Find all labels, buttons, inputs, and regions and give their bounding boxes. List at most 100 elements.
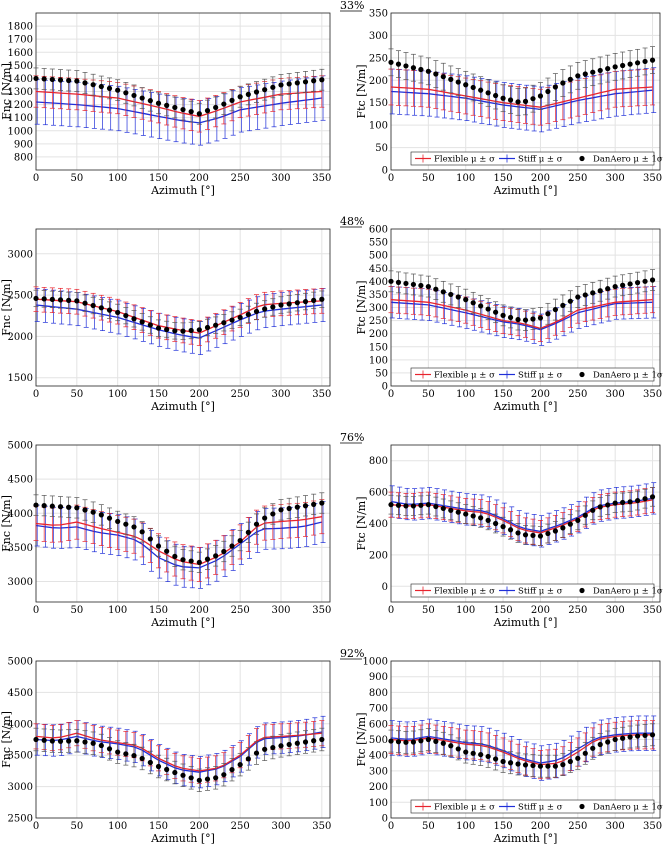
x-tick-label: 50: [422, 389, 435, 400]
legend: Flexible μ ± σ Stiff μ ± σ DanAero μ ± 1σ: [410, 367, 663, 382]
y-tick-label: 150: [369, 98, 388, 109]
data-point: [41, 503, 47, 509]
x-tick-label: 0: [33, 173, 39, 184]
y-tick-label: 2500: [8, 814, 33, 825]
data-point: [123, 312, 129, 319]
x-axis-label: Azimuth [°]: [493, 832, 558, 845]
legend-box: [410, 583, 655, 598]
subplot-4: 0 50 100 150 200 250 300 3500501001502002503003…: [355, 225, 663, 414]
data-point: [395, 279, 402, 285]
subplots: 0 50 100 150 200 250 300 3508009001000110012001…: [0, 9, 663, 846]
data-point: [605, 739, 611, 745]
data-point: [620, 499, 626, 506]
x-tick-label: 250: [231, 389, 250, 400]
data-point: [270, 744, 276, 751]
y-axis-label: Ftc [N/m]: [355, 712, 368, 766]
y-tick-label: 1800: [8, 22, 33, 33]
y-tick-label: 4500: [8, 688, 33, 699]
data-point: [425, 736, 431, 743]
data-point: [388, 502, 394, 508]
mean-line: [35, 516, 322, 566]
y-tick-label: 250: [369, 316, 388, 327]
legend-box: [410, 367, 655, 382]
x-axis-label: Azimuth [°]: [493, 400, 558, 413]
data-point: [229, 97, 235, 103]
data-point: [278, 302, 284, 308]
data-point: [172, 104, 178, 111]
data-point: [478, 515, 484, 521]
data-point: [123, 90, 129, 96]
data-point: [575, 294, 581, 300]
legend-label-danaero: DanAero μ ± 1σ: [593, 803, 663, 813]
y-tick-label: 550: [369, 238, 388, 249]
data-point: [620, 735, 626, 741]
x-tick-label: 0: [388, 821, 394, 832]
data-point: [597, 504, 603, 510]
data-point: [180, 772, 186, 778]
data-point: [82, 739, 88, 745]
data-point: [455, 294, 461, 300]
data-point: [470, 513, 476, 519]
axes-frame: [35, 228, 331, 387]
y-tick-label: 600: [369, 488, 388, 499]
data-point: [286, 505, 292, 512]
y-tick-label: 0: [382, 166, 388, 177]
y-tick-label: 200: [369, 550, 388, 561]
data-point: [582, 750, 588, 756]
data-point: [530, 96, 536, 102]
mean-line: [390, 734, 653, 766]
data-point: [620, 282, 626, 288]
data-point: [155, 763, 162, 770]
data-point: [204, 324, 211, 331]
y-tick-label: 4000: [8, 509, 33, 520]
data-point: [49, 738, 55, 744]
series-stiff: [34, 715, 326, 789]
data-point: [590, 69, 596, 75]
data-point: [57, 297, 64, 303]
data-point: [605, 502, 611, 508]
data-point: [253, 89, 260, 95]
data-point: [612, 736, 618, 743]
data-point: [418, 282, 424, 289]
y-tick-label: 400: [369, 277, 388, 288]
x-tick-label: 100: [108, 605, 127, 616]
x-axis-label: Azimuth [°]: [150, 400, 215, 413]
data-point: [567, 758, 573, 765]
data-point: [530, 532, 536, 539]
data-point: [493, 520, 499, 527]
x-tick-label: 250: [568, 173, 587, 184]
data-point: [98, 512, 104, 518]
data-point: [294, 504, 300, 510]
subplot-3: 0 50 100 150 200 250 300 350 1500 2000 2500 3000 Azi…: [0, 228, 331, 413]
data-point: [229, 543, 235, 549]
y-tick-label: 1600: [8, 48, 33, 59]
data-point: [253, 521, 260, 527]
data-point: [582, 71, 588, 77]
data-point: [106, 515, 113, 521]
y-axis-label: Fnc [N/m]: [0, 711, 13, 768]
data-point: [213, 553, 219, 559]
x-tick-label: 100: [456, 605, 475, 616]
data-point: [41, 296, 47, 302]
data-point: [545, 311, 551, 317]
data-point: [567, 298, 573, 304]
data-point: [537, 315, 544, 321]
data-point: [311, 501, 317, 507]
x-tick-label: 0: [388, 605, 394, 616]
data-point: [515, 761, 521, 767]
data-point: [522, 532, 529, 538]
x-tick-label: 50: [422, 605, 435, 616]
data-point: [388, 738, 394, 744]
data-point: [418, 502, 424, 508]
series-flexible: [388, 286, 656, 342]
data-point: [493, 309, 499, 315]
y-tick-label: 100: [369, 355, 388, 366]
data-point: [74, 738, 80, 744]
x-tick-label: 200: [531, 389, 550, 400]
y-tick-label: 1200: [8, 100, 33, 111]
y-tick-label: 600: [369, 225, 388, 236]
x-tick-label: 100: [456, 389, 475, 400]
legend-label-danaero: DanAero μ ± 1σ: [593, 587, 663, 597]
y-tick-label: 200: [369, 782, 388, 793]
